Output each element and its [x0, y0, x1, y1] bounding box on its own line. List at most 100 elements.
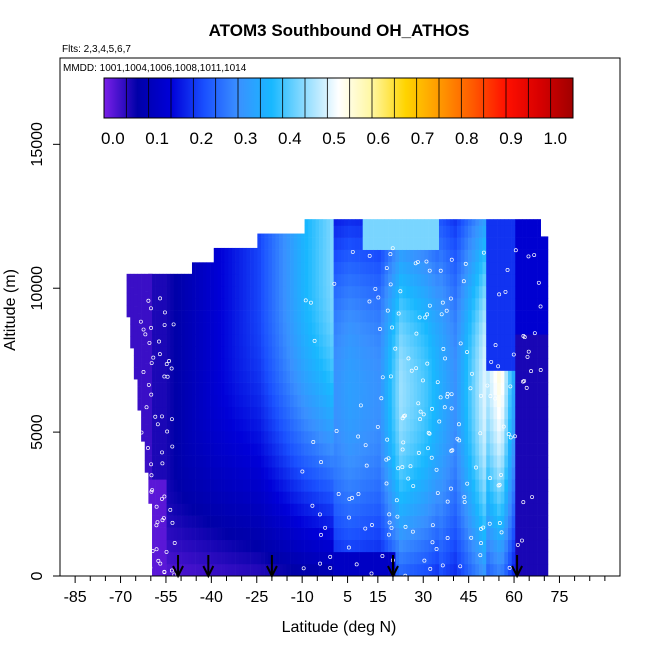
heatmap-cell [380, 551, 385, 565]
heatmap-cell [191, 273, 196, 287]
heatmap-cell [464, 310, 469, 323]
heatmap-cell [351, 285, 356, 299]
heatmap-cell [355, 539, 360, 553]
heatmap-cell [137, 325, 142, 339]
heatmap-cell [340, 310, 345, 323]
heatmap-cell [413, 515, 418, 528]
heatmap-cell [511, 382, 516, 395]
heatmap-cell [518, 527, 523, 541]
heatmap-cell [199, 515, 204, 528]
heatmap-cell [453, 273, 458, 287]
heatmap-cell [438, 261, 443, 275]
heatmap-cell [453, 382, 458, 395]
heatmap-cell [242, 515, 247, 528]
heatmap-cell [417, 298, 422, 311]
heatmap-cell [330, 358, 334, 371]
heatmap-cell [177, 443, 182, 456]
heatmap-cell [529, 527, 534, 541]
heatmap-cell [300, 233, 305, 238]
heatmap-cell [308, 467, 313, 480]
heatmap-cell [431, 430, 436, 444]
heatmap-cell [290, 418, 294, 432]
heatmap-cell [213, 551, 218, 565]
heatmap-cell [271, 273, 276, 287]
heatmap-cell [333, 273, 338, 287]
heatmap-cell [399, 322, 403, 335]
heatmap-cell [239, 334, 244, 347]
heatmap-cell [406, 219, 411, 226]
heatmap-cell [290, 273, 294, 287]
heatmap-cell [449, 491, 454, 504]
observation-point [435, 491, 440, 496]
heatmap-cell [515, 334, 520, 347]
heatmap-cell [428, 418, 433, 432]
heatmap-cell [431, 225, 436, 238]
heatmap-cell [330, 491, 334, 504]
colorbar-gradient [104, 78, 573, 118]
observation-point [155, 520, 160, 525]
heatmap-cell [435, 310, 440, 323]
heatmap-cell [293, 382, 298, 395]
heatmap-cell [213, 370, 218, 383]
heatmap-cell [428, 334, 433, 347]
heatmap-cell [508, 551, 512, 565]
heatmap-cell [504, 261, 509, 275]
heatmap-cell [431, 249, 436, 263]
heatmap-cell [478, 406, 483, 420]
heatmap-cell [449, 225, 454, 238]
heatmap-cell [380, 382, 385, 395]
heatmap-cell [351, 527, 356, 541]
heatmap-cell [308, 551, 313, 565]
heatmap-cell [366, 219, 371, 226]
heatmap-cell [424, 219, 429, 226]
heatmap-cell [377, 430, 382, 444]
heatmap-cell [460, 334, 465, 347]
heatmap-cell [446, 310, 451, 323]
heatmap-cell [457, 443, 462, 456]
heatmap-cell [246, 527, 251, 541]
heatmap-cell [457, 551, 462, 565]
heatmap-cell [173, 551, 178, 565]
heatmap-cell [431, 455, 436, 468]
heatmap-cell [475, 273, 480, 287]
heatmap-cell [486, 406, 491, 420]
heatmap-cell [181, 455, 186, 468]
observation-point [414, 366, 419, 371]
heatmap-cell [406, 418, 411, 432]
heatmap-cell [529, 346, 534, 359]
heatmap-cell [279, 443, 284, 456]
observation-point [440, 563, 445, 568]
observation-point [378, 327, 382, 331]
heatmap-cell [148, 382, 153, 395]
heatmap-cell [348, 219, 353, 226]
heatmap-cell [362, 455, 367, 468]
heatmap-cell [293, 370, 298, 383]
observation-point [346, 545, 351, 550]
heatmap-cell [486, 491, 491, 504]
observation-point [445, 394, 450, 399]
heatmap-cell [228, 334, 233, 347]
heatmap-cell [330, 273, 334, 287]
heatmap-cell [420, 455, 425, 468]
heatmap-cell [137, 349, 142, 363]
heatmap-cell [152, 539, 156, 553]
heatmap-cell [428, 358, 433, 371]
heatmap-cell [544, 406, 549, 420]
heatmap-cell [333, 219, 338, 226]
observation-point [462, 500, 467, 504]
heatmap-cell [417, 370, 422, 383]
heatmap-cell [224, 382, 229, 395]
heatmap-cell [486, 237, 491, 250]
heatmap-cell [304, 467, 309, 480]
heatmap-cell [533, 467, 538, 480]
heatmap-cell [188, 334, 193, 347]
heatmap-cell [264, 273, 269, 287]
heatmap-cell [199, 539, 204, 553]
heatmap-cell [391, 346, 396, 359]
heatmap-cell [460, 382, 465, 395]
heatmap-cell [217, 418, 222, 432]
heatmap-cell [246, 394, 251, 408]
heatmap-cell [297, 334, 302, 347]
heatmap-cell [250, 443, 255, 456]
observation-point [160, 461, 165, 466]
